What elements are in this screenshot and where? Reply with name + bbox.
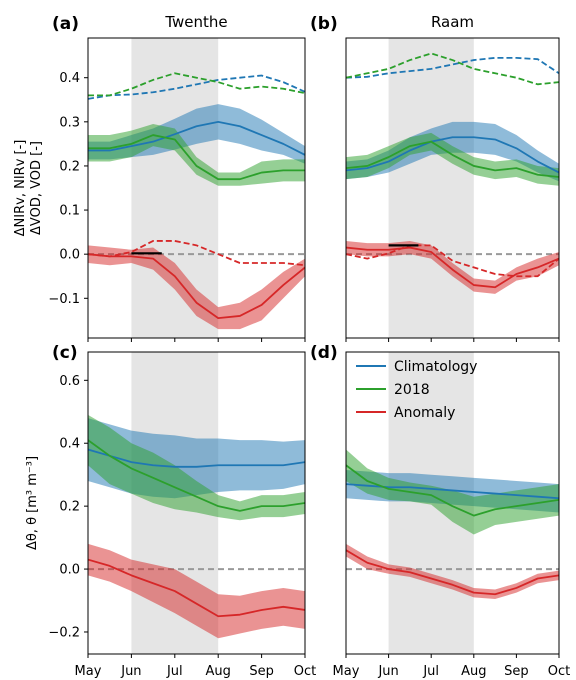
line-anomaly bbox=[346, 246, 559, 289]
legend-label: Anomaly bbox=[394, 405, 455, 421]
y-tick-label: −0.1 bbox=[48, 292, 80, 307]
summer-shade bbox=[388, 38, 474, 338]
line-2018 bbox=[346, 464, 559, 517]
axes-frame bbox=[345, 351, 560, 655]
line-anomaly bbox=[88, 558, 305, 618]
panel-a: −0.1 0.0 0.1 0.2 0.3 0.4 (a) Twenthe bbox=[48, 13, 306, 342]
line-anomaly-vod bbox=[88, 240, 305, 267]
band-2018 bbox=[88, 414, 305, 521]
legend-label: Climatology bbox=[394, 359, 477, 375]
y-tick-label: 0.1 bbox=[59, 204, 80, 219]
line-anomaly-vod bbox=[346, 244, 559, 278]
y-tick-label: 0.0 bbox=[59, 248, 80, 263]
line-2018 bbox=[88, 134, 305, 181]
y-tick-label: 0.0 bbox=[59, 563, 80, 578]
y-tick-label: 0.2 bbox=[59, 159, 80, 174]
y-axis-label-line: ΔVOD, VOD [-] bbox=[29, 141, 44, 235]
panel-label: (c) bbox=[52, 343, 78, 363]
band-anomaly bbox=[346, 543, 559, 599]
plot-area bbox=[346, 38, 559, 338]
panel-label: (a) bbox=[52, 14, 79, 34]
line-anomaly bbox=[88, 253, 305, 320]
panel-c: May Jun Jul Aug Sep Oct −0.2 0.0 0.2 0.4 0.6 (c) bbox=[48, 343, 316, 679]
x-tick-label: Jun bbox=[120, 664, 141, 679]
line-2018-vod bbox=[88, 72, 305, 97]
panel-title: Twenthe bbox=[164, 13, 227, 31]
legend-label: 2018 bbox=[394, 382, 430, 398]
axes-frame bbox=[87, 37, 306, 339]
x-tick-label: Sep bbox=[249, 664, 274, 679]
x-tick-label: Oct bbox=[294, 664, 316, 679]
x-tick-label: Sep bbox=[504, 664, 529, 679]
x-tick-label: Jul bbox=[422, 664, 439, 679]
y-axis-label: Δθ, θ [m³ m⁻³] bbox=[25, 456, 40, 550]
line-2018 bbox=[346, 140, 559, 178]
x-tick-label: Aug bbox=[206, 664, 231, 679]
plot-area bbox=[88, 38, 305, 338]
band-anomaly bbox=[88, 245, 305, 330]
y-tick-label: 0.4 bbox=[59, 71, 80, 86]
legend: Climatology 2018 Anomaly bbox=[356, 359, 477, 421]
panel-d: May Jun Jul Aug Sep Oct (d) bbox=[310, 343, 570, 679]
x-tick-label: Aug bbox=[461, 664, 486, 679]
plot-area bbox=[346, 352, 559, 654]
y-tick-label: 0.3 bbox=[59, 115, 80, 130]
x-tick-label: Jun bbox=[377, 664, 398, 679]
line-anomaly bbox=[346, 549, 559, 596]
line-2018 bbox=[88, 439, 305, 512]
plot-area bbox=[88, 352, 305, 654]
x-tick-label: May bbox=[333, 664, 360, 679]
y-axis-label-c: Δθ, θ [m³ m⁻³] bbox=[25, 456, 40, 550]
y-tick-label: −0.2 bbox=[48, 625, 80, 640]
x-tick-label: Jul bbox=[166, 664, 183, 679]
y-tick-label: 0.6 bbox=[59, 374, 80, 389]
x-tick-label: May bbox=[75, 664, 102, 679]
y-axis-label-a: ΔNIRv, NIRv [-] ΔVOD, VOD [-] bbox=[13, 140, 44, 237]
line-climatology bbox=[88, 120, 305, 156]
y-tick-label: 0.2 bbox=[59, 500, 80, 515]
line-climatology bbox=[88, 448, 305, 468]
band-anomaly bbox=[88, 543, 305, 639]
y-axis-label-line: ΔNIRv, NIRv [-] bbox=[13, 140, 28, 237]
panel-label: (b) bbox=[310, 14, 338, 34]
y-tick-label: 0.4 bbox=[59, 437, 80, 452]
band-2018 bbox=[346, 132, 559, 186]
panel-label: (d) bbox=[310, 343, 338, 363]
band-2018 bbox=[346, 449, 559, 535]
line-2018-vod bbox=[346, 52, 559, 86]
line-climatology-vod bbox=[88, 74, 305, 100]
panel-title: Raam bbox=[431, 13, 474, 31]
axes-frame bbox=[345, 37, 560, 339]
axes-frame bbox=[87, 351, 306, 655]
x-tick-label: Oct bbox=[548, 664, 570, 679]
line-climatology bbox=[346, 136, 559, 174]
panel-b: (b) Raam bbox=[310, 13, 560, 342]
